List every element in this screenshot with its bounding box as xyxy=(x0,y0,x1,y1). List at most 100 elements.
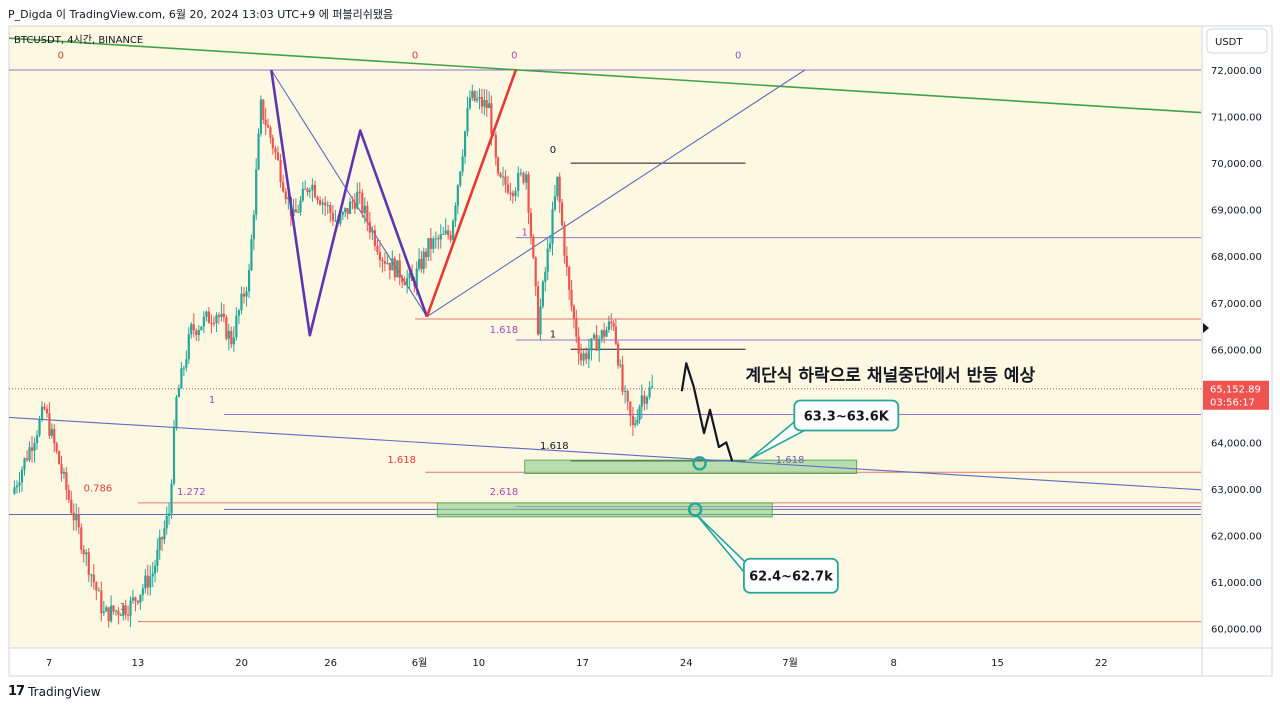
x-tick-label: 7 xyxy=(46,658,52,669)
candle-body xyxy=(225,317,228,339)
candle-body xyxy=(511,192,514,197)
x-tick-label: 22 xyxy=(1095,658,1108,669)
candle-body xyxy=(107,607,110,622)
candle-body xyxy=(519,172,522,174)
candle-body xyxy=(160,537,164,540)
candle-body xyxy=(313,184,317,198)
candle-body xyxy=(356,191,359,209)
candle-body xyxy=(156,549,159,566)
candle-body xyxy=(282,182,285,192)
y-tick-label: 66,000.00 xyxy=(1211,345,1262,356)
candle-body xyxy=(488,103,491,109)
candle-body xyxy=(262,99,265,120)
plot-background xyxy=(9,26,1201,648)
candle-body xyxy=(398,260,401,278)
candle-body xyxy=(230,330,233,345)
candle-body xyxy=(30,447,34,451)
y-tick-label: 63,000.00 xyxy=(1211,485,1262,496)
candle-body xyxy=(640,395,643,407)
candle-body xyxy=(587,350,590,360)
candle-body xyxy=(92,574,95,583)
candle-body xyxy=(590,338,593,351)
candle-body xyxy=(509,192,512,194)
y-tick-label: 61,000.00 xyxy=(1211,578,1262,589)
candle-body xyxy=(383,261,387,264)
candle-body xyxy=(648,387,651,398)
candle-body xyxy=(595,334,598,351)
candle-body xyxy=(180,368,183,389)
candle-body xyxy=(437,238,440,240)
candle-body xyxy=(292,209,295,217)
candle-body xyxy=(449,235,452,240)
candle-body xyxy=(18,482,21,486)
candle-body xyxy=(65,472,68,490)
candle-body xyxy=(245,291,248,297)
candle-body xyxy=(473,91,476,101)
candle-body xyxy=(388,262,391,271)
candle-body xyxy=(631,415,635,425)
candle-body xyxy=(358,191,361,193)
candle-body xyxy=(353,202,356,209)
candle-body xyxy=(146,575,149,588)
candle-body xyxy=(45,408,49,414)
candle-body xyxy=(287,197,290,200)
candle-body xyxy=(136,600,140,603)
candle-body xyxy=(170,483,173,514)
candle-body xyxy=(271,137,274,149)
candle-body xyxy=(600,330,603,339)
candle-body xyxy=(616,343,620,366)
candle-body xyxy=(585,353,588,360)
candle-body xyxy=(451,221,455,240)
footer: 17 TradingView xyxy=(8,684,101,699)
candle-body xyxy=(85,552,88,555)
candle-body xyxy=(636,419,639,424)
candle-body xyxy=(619,364,622,366)
candle-body xyxy=(80,527,83,550)
candle-body xyxy=(494,135,497,158)
candle-body xyxy=(517,172,520,192)
candle-body xyxy=(321,202,324,205)
candle-body xyxy=(424,251,428,258)
candle-body xyxy=(124,605,127,615)
candle-body xyxy=(381,259,384,262)
fib-label: 1 xyxy=(120,602,126,613)
candle-body xyxy=(331,212,334,221)
candle-body xyxy=(544,271,547,282)
candle-body xyxy=(207,311,211,324)
candle-body xyxy=(570,289,573,307)
trend-line-channel-mid xyxy=(270,69,428,318)
candle-body xyxy=(252,214,255,240)
candle-body xyxy=(468,97,471,109)
candle-body xyxy=(220,313,223,317)
candle-body xyxy=(129,600,132,616)
candle-body xyxy=(417,259,421,269)
candle-body xyxy=(378,252,382,260)
candle-body xyxy=(264,119,267,126)
candle-body xyxy=(643,395,646,404)
candle-body xyxy=(598,338,601,351)
candle-body xyxy=(427,238,430,258)
candle-body xyxy=(255,169,258,215)
candle-body xyxy=(406,278,409,286)
candle-body xyxy=(536,286,540,335)
candle-body xyxy=(122,605,125,616)
candle-body xyxy=(217,315,221,317)
candle-body xyxy=(326,205,329,207)
candle-body xyxy=(534,257,537,287)
candle-body xyxy=(541,281,544,307)
fib-label: 1.618 xyxy=(540,441,569,452)
candle-body xyxy=(480,96,484,107)
candle-body xyxy=(553,196,557,210)
pattern-red-rally xyxy=(425,69,518,318)
candle-body xyxy=(131,597,135,601)
candle-body xyxy=(629,401,632,416)
candle-body xyxy=(579,353,583,361)
x-tick-label: 26 xyxy=(324,658,337,669)
candle-body xyxy=(563,225,566,256)
candle-body xyxy=(141,588,144,595)
candle-body xyxy=(432,238,435,249)
fib-label: 1 xyxy=(209,395,215,406)
currency-button[interactable]: USDT xyxy=(1206,28,1268,54)
candle-body xyxy=(95,582,98,591)
